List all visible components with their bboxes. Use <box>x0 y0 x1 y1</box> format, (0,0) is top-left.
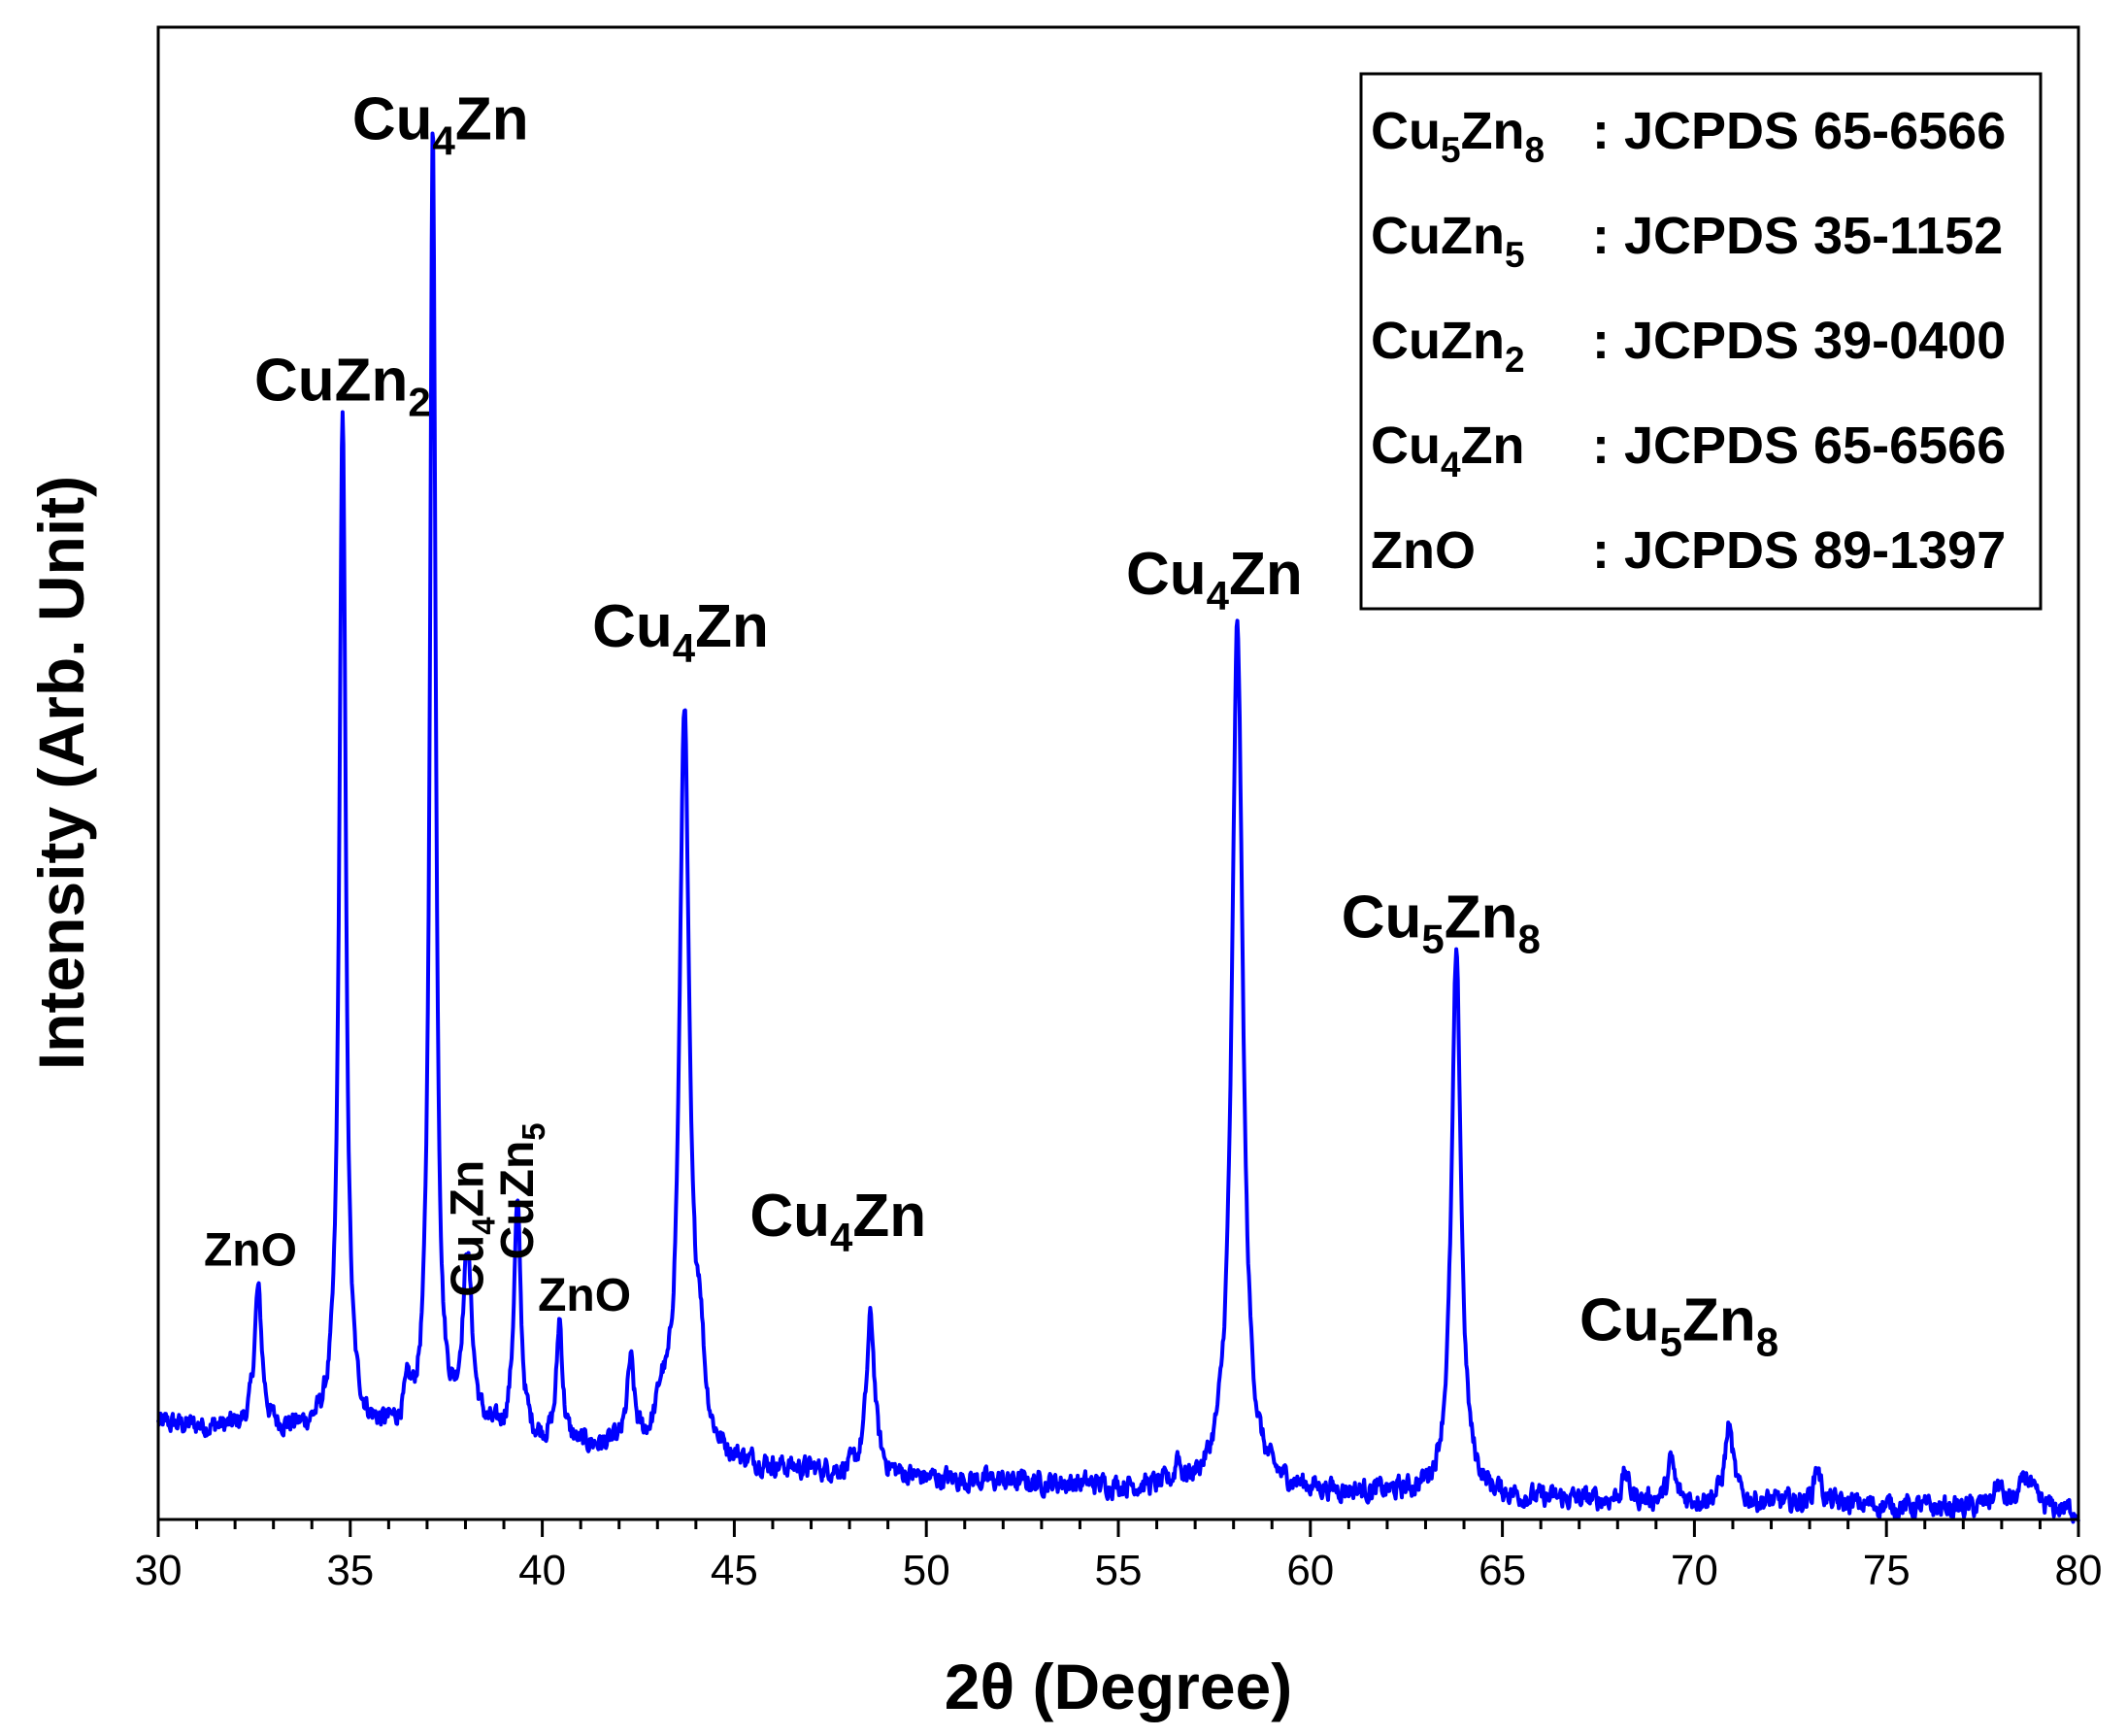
x-axis-label: 2θ (Degree) <box>945 1651 1292 1722</box>
legend-formula: Cu5Zn8 <box>1371 102 1545 170</box>
peak-label: ZnO <box>538 1270 631 1321</box>
peak-label: Cu4Zn <box>1126 541 1303 618</box>
x-tick-label: 55 <box>1095 1547 1143 1594</box>
x-tick-label: 80 <box>2055 1547 2103 1594</box>
x-tick-label: 60 <box>1286 1547 1334 1594</box>
legend-reference: : JCPDS 35-1152 <box>1592 207 2003 265</box>
peak-label: Cu4Zn <box>749 1183 926 1260</box>
legend-reference: : JCPDS 89-1397 <box>1592 521 2006 580</box>
peak-label: CuZn5 <box>492 1122 551 1259</box>
peak-label: Cu4Zn <box>352 85 529 163</box>
legend-formula: CuZn5 <box>1371 207 1525 275</box>
x-tick-label: 70 <box>1671 1547 1718 1594</box>
legend-formula: Cu4Zn <box>1371 417 1525 484</box>
peak-label: Cu4Zn <box>592 593 769 671</box>
legend: Cu5Zn8 : JCPDS 65-6566 CuZn5 : JCPDS 35-115… <box>1359 72 2043 611</box>
peak-label: Cu5Zn8 <box>1342 885 1541 962</box>
xrd-pattern <box>156 131 2080 1524</box>
x-tick-label: 40 <box>518 1547 566 1594</box>
peak-label: CuZn2 <box>254 347 431 424</box>
x-tick-label: 65 <box>1479 1547 1526 1594</box>
legend-reference: : JCPDS 39-0400 <box>1592 312 2006 370</box>
peak-label: Cu4Zn <box>442 1160 501 1297</box>
x-tick-label: 50 <box>903 1547 950 1594</box>
svg-text:CuZn5: CuZn5 <box>492 1122 551 1259</box>
legend-reference: : JCPDS 65-6566 <box>1592 102 2006 160</box>
x-tick-label: 35 <box>326 1547 374 1594</box>
legend-formula: ZnO <box>1371 521 1476 580</box>
x-tick-label: 75 <box>1863 1547 1911 1594</box>
peak-label: ZnO <box>204 1225 297 1277</box>
legend-formula: CuZn2 <box>1371 312 1525 380</box>
x-tick-label: 30 <box>135 1547 183 1594</box>
legend-reference: : JCPDS 65-6566 <box>1592 417 2006 475</box>
legend-box <box>1359 72 2043 611</box>
svg-text:Cu4Zn: Cu4Zn <box>442 1160 501 1297</box>
x-axis: 30 35 40 45 50 55 60 65 70 75 80 <box>135 1519 2103 1594</box>
y-axis-label: Intensity (Arb. Unit) <box>25 476 97 1070</box>
series-line <box>156 131 2080 1524</box>
x-tick-label: 45 <box>711 1547 758 1594</box>
peak-label: Cu5Zn8 <box>1579 1287 1778 1365</box>
peak-labels: ZnOCuZn2Cu4ZnCu4ZnCuZn5ZnOCu4ZnCu4ZnCu4Z… <box>204 85 1778 1364</box>
